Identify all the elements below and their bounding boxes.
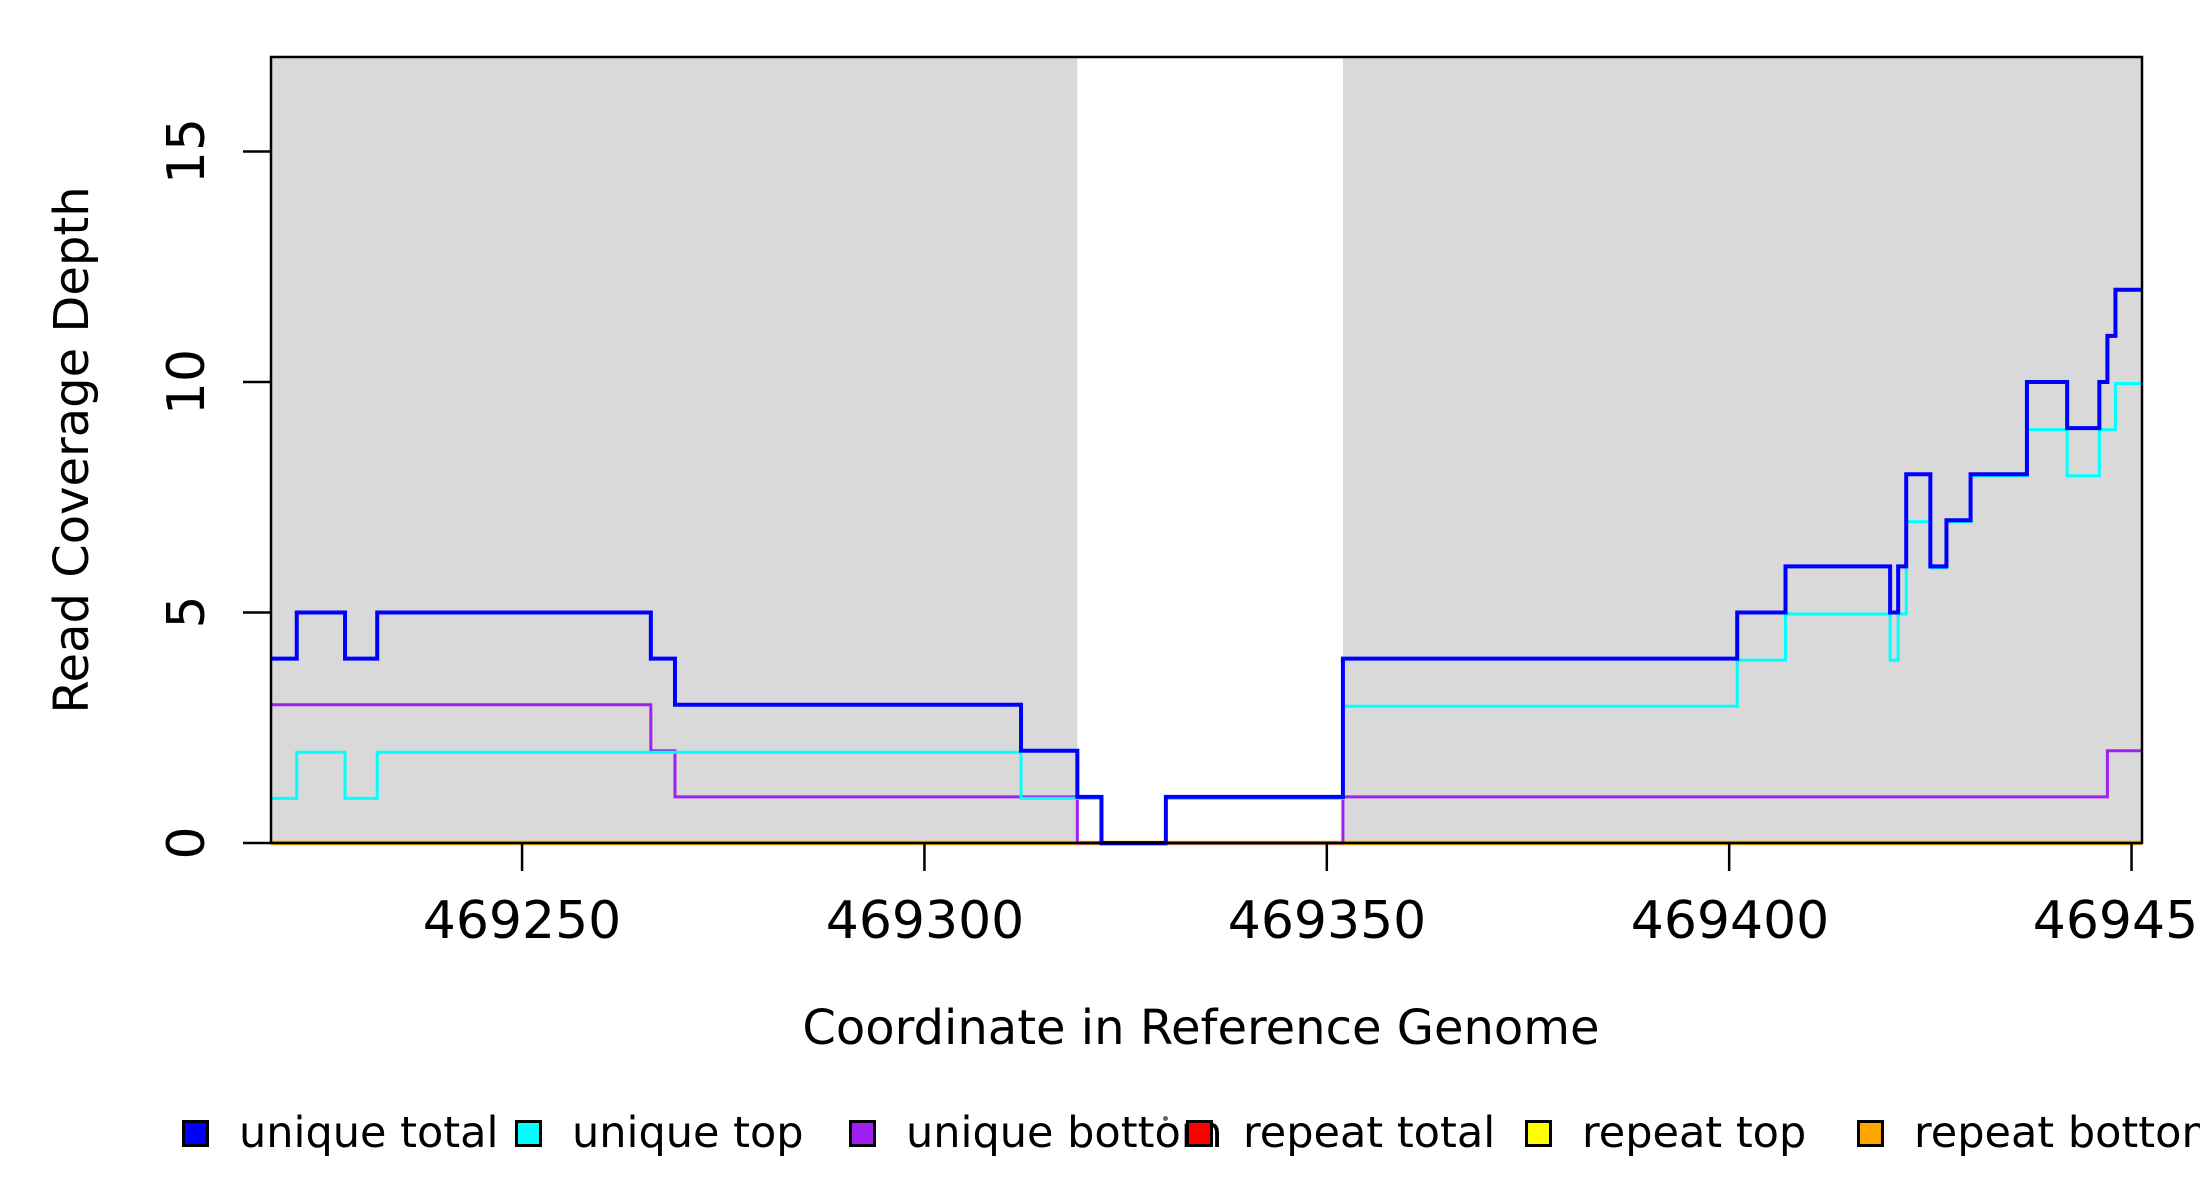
x-tick-label-469350: 469350 [1227, 891, 1427, 951]
legend-label: unique bottom [906, 1108, 1223, 1158]
x-tick-label-469300: 469300 [825, 891, 1025, 951]
y-tick-label-15: 15 [157, 117, 217, 185]
plot-border [269, 55, 2144, 845]
unique-region-shade-0 [271, 57, 1078, 843]
legend-label: repeat bottom [1914, 1108, 2200, 1158]
x-tick-label-469450: 469450 [2032, 891, 2200, 951]
legend-item-unique-total: unique total [182, 1108, 498, 1158]
legend-label: unique top [572, 1108, 804, 1158]
series-line-unique-total [271, 287, 2142, 845]
legend-label: unique total [239, 1108, 499, 1158]
x-tick-label-469250: 469250 [422, 891, 622, 951]
repeat-top-swatch [1525, 1119, 1552, 1147]
unique-total-swatch [182, 1119, 209, 1147]
unique-region-shade-1 [1342, 57, 2142, 843]
repeat-total-swatch [1186, 1119, 1213, 1147]
legend-item-repeat-total: repeat total [1186, 1108, 1495, 1158]
legend-label: repeat total [1243, 1108, 1496, 1158]
y-axis-title: Read Coverage Depth [44, 186, 100, 714]
x-tick-label-469400: 469400 [1630, 891, 1830, 951]
legend-label: repeat top [1582, 1108, 1807, 1158]
x-axis-title: Coordinate in Reference Genome [802, 1000, 1600, 1056]
legend-item-unique-bottom: unique bottom [849, 1108, 1223, 1158]
legend-item-repeat-top: repeat top [1525, 1108, 1806, 1158]
unique-bottom-swatch [849, 1119, 876, 1147]
legend-item-unique-top: unique top [515, 1108, 804, 1158]
repeat-bottom-swatch [1857, 1119, 1884, 1147]
series-line-unique-top [271, 382, 2142, 846]
series-line-unique-bottom [271, 703, 2142, 845]
stray-dot [1163, 1116, 1168, 1121]
unique-top-swatch [515, 1119, 542, 1147]
legend-item-repeat-bottom: repeat bottom [1857, 1108, 2200, 1158]
